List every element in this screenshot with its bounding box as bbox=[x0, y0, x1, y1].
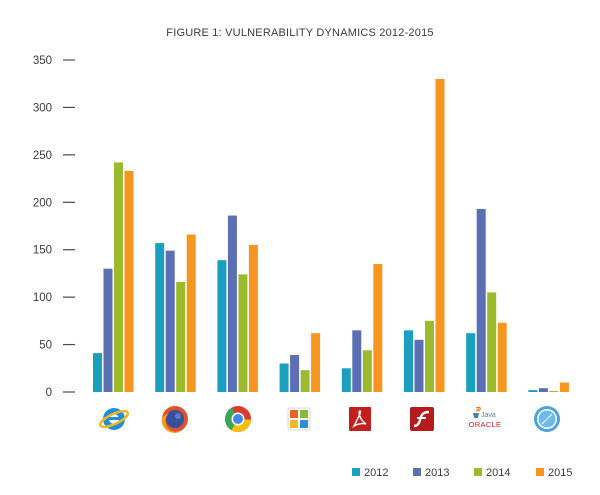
oracle-text: ORACLE bbox=[469, 420, 502, 429]
legend-swatch-2015 bbox=[536, 468, 544, 476]
bar-2012 bbox=[466, 333, 476, 392]
legend-label-2013: 2013 bbox=[425, 467, 449, 479]
bar-2015 bbox=[124, 170, 134, 392]
adobe-reader-icon bbox=[349, 407, 371, 431]
bar-2015 bbox=[373, 263, 383, 392]
y-tick-label: 350 bbox=[33, 55, 52, 67]
bar-2015 bbox=[497, 322, 507, 392]
legend: 2012 2013 2014 2015 bbox=[352, 467, 572, 479]
bar-2014 bbox=[487, 292, 497, 392]
bar-2013 bbox=[352, 330, 362, 392]
legend-swatch-2012 bbox=[352, 468, 360, 476]
bar-2013 bbox=[103, 268, 113, 392]
bar-2014 bbox=[176, 281, 186, 392]
bar-2014 bbox=[300, 370, 310, 392]
bar-2014 bbox=[114, 162, 123, 392]
chrome-icon bbox=[225, 406, 251, 432]
legend-swatch-2014 bbox=[474, 468, 482, 476]
flash-icon bbox=[410, 407, 434, 431]
bar-2014 bbox=[362, 350, 372, 392]
y-tick-label: 0 bbox=[46, 387, 52, 399]
bar-2012 bbox=[155, 243, 165, 392]
bar-2012 bbox=[341, 368, 351, 392]
oracle-java-icon: Java ORACLE bbox=[469, 406, 502, 429]
y-axis: 0 50 100 150 200 250 300 350 bbox=[33, 55, 75, 399]
bar-2012 bbox=[404, 330, 413, 392]
y-tick-label: 100 bbox=[33, 292, 52, 304]
java-text: Java bbox=[481, 412, 496, 419]
bar-2012 bbox=[279, 363, 289, 392]
bar-2012 bbox=[93, 353, 102, 392]
bar-2015 bbox=[248, 244, 258, 392]
bar-2013 bbox=[165, 250, 175, 392]
bar-2014 bbox=[425, 320, 434, 392]
y-tick-label: 200 bbox=[33, 197, 52, 209]
y-tick-label: 50 bbox=[39, 340, 52, 352]
bar-2015 bbox=[186, 234, 196, 392]
y-tick-label: 150 bbox=[33, 245, 52, 257]
office-icon bbox=[287, 407, 311, 431]
firefox-icon bbox=[161, 406, 188, 433]
category-icons: Java ORACLE bbox=[98, 406, 560, 433]
y-tick-label: 250 bbox=[33, 150, 52, 162]
chart-title: FIGURE 1: VULNERABILITY DYNAMICS 2012-20… bbox=[166, 27, 433, 39]
bar-2013 bbox=[290, 355, 300, 392]
bar-2013 bbox=[538, 388, 548, 392]
bar-2014 bbox=[549, 391, 559, 392]
bar-2013 bbox=[476, 208, 486, 392]
bar-2013 bbox=[227, 215, 237, 392]
bar-2013 bbox=[414, 339, 424, 392]
legend-label-2014: 2014 bbox=[486, 467, 510, 479]
legend-label-2012: 2012 bbox=[364, 467, 388, 479]
safari-icon bbox=[534, 406, 560, 432]
internet-explorer-icon bbox=[98, 408, 130, 430]
bars bbox=[93, 78, 569, 392]
bar-2012 bbox=[217, 260, 227, 392]
legend-label-2015: 2015 bbox=[548, 467, 572, 479]
bar-2015 bbox=[435, 78, 445, 392]
bar-2015 bbox=[559, 382, 569, 392]
legend-swatch-2013 bbox=[413, 468, 421, 476]
bar-2014 bbox=[238, 274, 248, 392]
bar-2015 bbox=[311, 333, 321, 392]
y-tick-label: 300 bbox=[33, 102, 52, 114]
bar-2012 bbox=[528, 390, 538, 392]
